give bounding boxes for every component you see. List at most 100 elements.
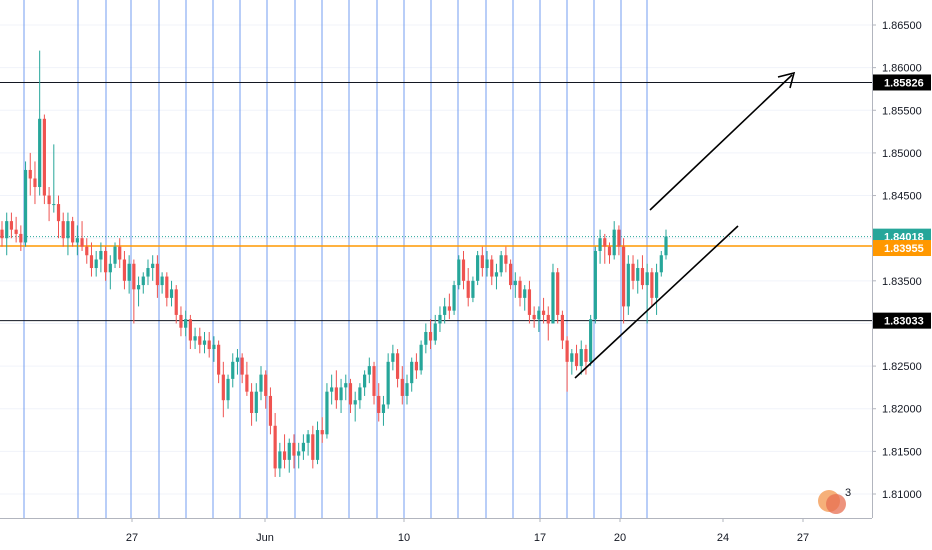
candle-body xyxy=(452,285,456,311)
candle-body xyxy=(14,229,18,234)
y-tick-label: 1.83500 xyxy=(882,276,922,288)
candle-body xyxy=(598,238,602,251)
candle-body xyxy=(221,374,225,401)
x-tick-label: 10 xyxy=(398,532,410,544)
candle-body xyxy=(330,387,334,392)
candle-body xyxy=(565,340,569,362)
candle-body xyxy=(457,259,461,286)
candle-body xyxy=(226,378,230,401)
candle-body xyxy=(188,319,192,341)
candle-body xyxy=(640,268,645,286)
axes: 1.865001.860001.855001.850001.845001.840… xyxy=(0,0,922,544)
x-tick-label: 17 xyxy=(534,532,546,544)
candle-body xyxy=(155,263,160,286)
candle-body xyxy=(282,451,287,460)
candle-body xyxy=(518,280,522,298)
candle-body xyxy=(546,314,550,324)
candle-body xyxy=(391,353,395,362)
candle-body xyxy=(118,246,122,260)
candle-body xyxy=(249,391,254,413)
candle-body xyxy=(645,272,649,286)
candle-body xyxy=(494,272,499,277)
candle-body xyxy=(414,361,419,371)
candle-body xyxy=(339,387,343,401)
candle-body xyxy=(410,361,414,384)
candle-body xyxy=(461,259,466,281)
candle-body xyxy=(556,272,560,315)
candle-body xyxy=(19,233,23,243)
candle-body xyxy=(344,383,348,388)
candle-body xyxy=(447,306,451,311)
candle-body xyxy=(235,357,240,362)
candle-body xyxy=(198,336,202,345)
x-tick-label: 27 xyxy=(126,532,138,544)
candle-body xyxy=(476,255,480,281)
candle-body xyxy=(424,331,428,345)
candle-body xyxy=(268,395,273,426)
candle-body xyxy=(66,221,70,239)
candle-body xyxy=(428,331,433,341)
candle-body xyxy=(212,344,216,350)
candle-body xyxy=(485,259,489,269)
drawings[interactable] xyxy=(574,71,796,379)
candle-body xyxy=(240,357,244,375)
candle-body xyxy=(523,289,527,298)
x-tick-label: Jun xyxy=(256,532,274,544)
candle-body xyxy=(9,221,14,230)
y-tick-label: 1.85000 xyxy=(882,148,922,160)
price-tag-upper-line-bg xyxy=(873,74,931,91)
candle-body xyxy=(631,263,635,281)
candle-body xyxy=(589,319,593,362)
candle-body xyxy=(33,178,37,188)
candle-body xyxy=(306,434,310,443)
candle-body xyxy=(400,378,404,396)
x-tick-label: 27 xyxy=(797,532,809,544)
candle-body xyxy=(146,268,150,277)
candle-body xyxy=(499,255,503,273)
arrow-head xyxy=(777,71,796,89)
candle-body xyxy=(127,263,131,281)
candle-body xyxy=(5,221,9,239)
candle-body xyxy=(537,310,541,320)
candle-body xyxy=(363,374,367,388)
price-tag-lower-line-bg xyxy=(873,312,931,329)
candle-body xyxy=(169,289,174,298)
candle-body xyxy=(122,259,127,281)
candle-body xyxy=(301,442,305,452)
candle-body xyxy=(664,236,668,256)
candle-body xyxy=(85,246,89,256)
candle-body xyxy=(574,353,579,367)
flag-icon xyxy=(826,494,846,514)
candle-body xyxy=(273,425,277,469)
candle-body xyxy=(617,229,621,247)
candle-body xyxy=(0,229,4,239)
candle-body xyxy=(622,246,626,307)
candle-body xyxy=(42,118,46,196)
y-tick-label: 1.81500 xyxy=(882,446,922,458)
candle-body xyxy=(217,344,221,375)
target-arrow[interactable] xyxy=(649,74,793,211)
candle-body xyxy=(504,255,508,264)
candle-body xyxy=(607,246,612,256)
candle-body xyxy=(297,451,301,456)
candle-body xyxy=(395,353,400,379)
candle-body xyxy=(490,259,494,277)
candle-body xyxy=(372,366,376,396)
candle-body xyxy=(367,366,371,375)
candle-body xyxy=(264,374,268,396)
candle-body xyxy=(202,340,207,345)
candle-body xyxy=(108,263,112,273)
candle-body xyxy=(358,387,362,401)
y-tick-label: 1.81000 xyxy=(882,489,922,501)
price-tag-orange: 1.83955 xyxy=(884,243,924,255)
candle-body xyxy=(353,400,357,405)
candle-body xyxy=(650,272,654,298)
vertical-lines xyxy=(23,0,648,518)
candle-body xyxy=(636,268,640,281)
candle-body xyxy=(259,374,263,392)
trend-line[interactable] xyxy=(574,225,739,379)
candle-body xyxy=(579,349,583,367)
candle-body xyxy=(654,272,659,298)
candle-body xyxy=(47,195,51,205)
